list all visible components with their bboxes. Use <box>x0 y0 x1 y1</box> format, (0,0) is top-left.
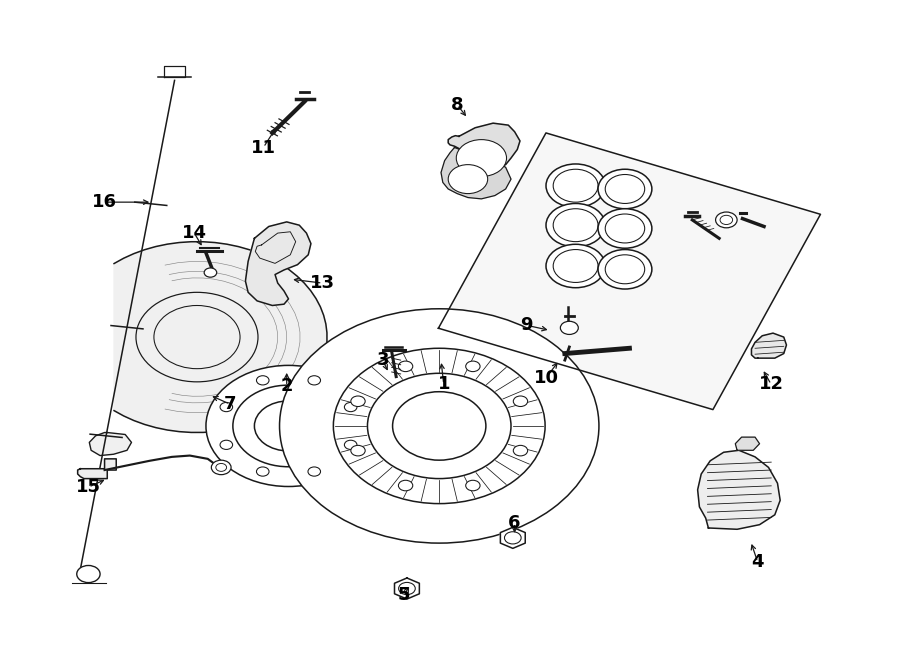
Circle shape <box>220 440 232 449</box>
Circle shape <box>513 446 527 456</box>
Circle shape <box>351 396 365 407</box>
Circle shape <box>233 385 344 467</box>
Circle shape <box>280 309 598 543</box>
Circle shape <box>546 204 605 247</box>
Polygon shape <box>114 242 327 432</box>
Text: 12: 12 <box>759 375 784 393</box>
Circle shape <box>212 460 231 475</box>
Circle shape <box>308 375 320 385</box>
Text: 11: 11 <box>251 139 276 157</box>
Text: 16: 16 <box>92 193 117 211</box>
Text: 3: 3 <box>376 351 389 369</box>
Circle shape <box>154 305 240 369</box>
Circle shape <box>392 392 486 460</box>
Circle shape <box>216 463 227 471</box>
Circle shape <box>206 366 371 486</box>
Circle shape <box>605 214 644 243</box>
Circle shape <box>546 164 605 208</box>
Text: 8: 8 <box>451 96 464 114</box>
Circle shape <box>220 403 232 412</box>
Circle shape <box>513 396 527 407</box>
Circle shape <box>256 375 269 385</box>
Circle shape <box>605 254 644 284</box>
Circle shape <box>204 268 217 277</box>
Circle shape <box>351 446 365 456</box>
Polygon shape <box>441 147 511 199</box>
Circle shape <box>333 348 545 504</box>
Polygon shape <box>752 333 787 358</box>
Circle shape <box>136 292 258 382</box>
Circle shape <box>554 209 598 242</box>
Circle shape <box>345 440 357 449</box>
Circle shape <box>255 401 322 451</box>
Circle shape <box>256 467 269 476</box>
Polygon shape <box>77 459 116 479</box>
Polygon shape <box>246 222 310 305</box>
Polygon shape <box>164 66 185 77</box>
Circle shape <box>720 215 733 225</box>
Circle shape <box>505 531 521 544</box>
Circle shape <box>76 565 100 582</box>
Circle shape <box>345 403 357 412</box>
Circle shape <box>554 169 598 202</box>
Circle shape <box>716 212 737 228</box>
Circle shape <box>399 582 415 595</box>
Circle shape <box>308 467 320 476</box>
Circle shape <box>456 139 507 176</box>
Text: 6: 6 <box>508 514 521 531</box>
Text: 15: 15 <box>76 478 101 496</box>
Polygon shape <box>500 527 526 549</box>
Text: 2: 2 <box>281 377 293 395</box>
Circle shape <box>561 321 579 334</box>
Text: 1: 1 <box>437 375 450 393</box>
Circle shape <box>367 373 511 479</box>
Circle shape <box>399 481 413 491</box>
Text: 7: 7 <box>224 395 237 413</box>
Circle shape <box>465 481 480 491</box>
Circle shape <box>598 169 652 209</box>
Polygon shape <box>448 123 520 167</box>
Circle shape <box>598 250 652 289</box>
Polygon shape <box>89 432 131 455</box>
Circle shape <box>605 175 644 204</box>
Circle shape <box>399 361 413 371</box>
Polygon shape <box>438 133 821 410</box>
Circle shape <box>465 361 480 371</box>
Polygon shape <box>394 578 419 599</box>
Circle shape <box>598 209 652 249</box>
Polygon shape <box>698 450 780 529</box>
Text: 10: 10 <box>534 369 559 387</box>
Text: 14: 14 <box>182 224 207 242</box>
Polygon shape <box>735 437 760 450</box>
Circle shape <box>546 245 605 288</box>
Text: 13: 13 <box>310 274 335 292</box>
Text: 5: 5 <box>398 586 410 604</box>
Circle shape <box>448 165 488 194</box>
Text: 4: 4 <box>752 553 764 571</box>
Circle shape <box>554 250 598 282</box>
Text: 9: 9 <box>520 316 533 334</box>
